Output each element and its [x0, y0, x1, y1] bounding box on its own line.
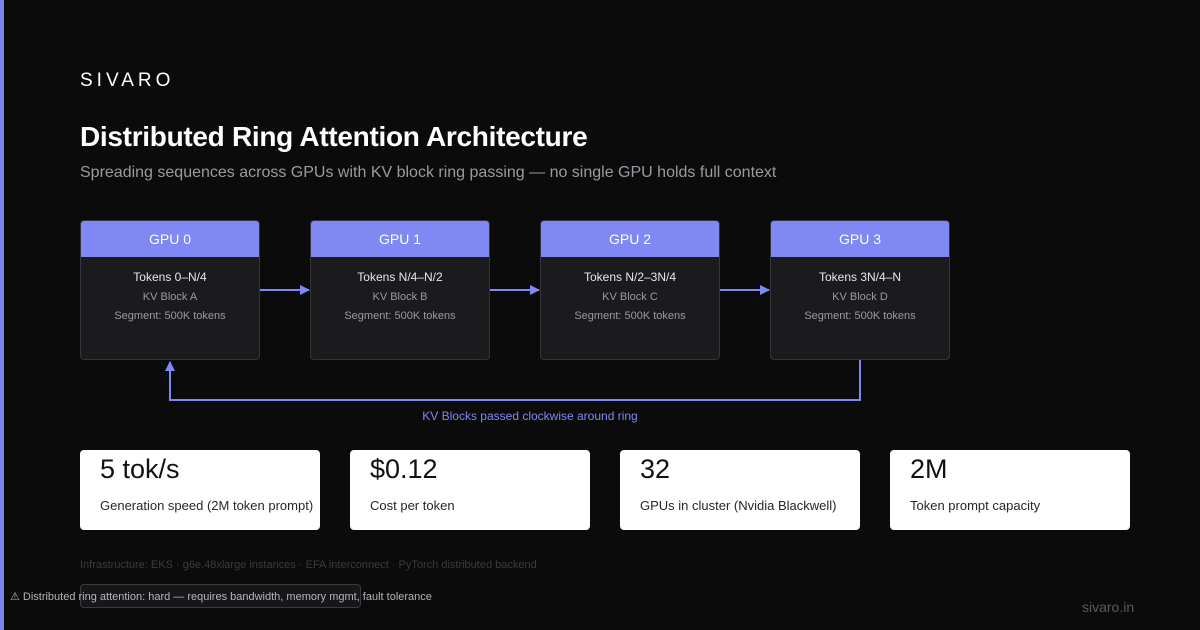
gpu-node-segment: Segment: 500K tokens [804, 310, 916, 322]
gpu-node-2: GPU 2 Tokens N/2–3N/4 KV Block C Segment… [540, 220, 720, 360]
stat-card-generation-speed: 5 tok/s Generation speed (2M token promp… [80, 450, 320, 530]
gpu-node-1: GPU 1 Tokens N/4–N/2 KV Block B Segment:… [310, 220, 490, 360]
ring-return-path [165, 360, 861, 401]
brand-logo: SIVARO [80, 70, 175, 91]
gpu-node-kv-block: KV Block D [832, 291, 888, 303]
stat-label: Token prompt capacity [910, 498, 1041, 513]
gpu-node-label: GPU 1 [311, 221, 489, 257]
gpu-node-kv-block: KV Block C [602, 291, 658, 303]
infrastructure-note: Infrastructure: EKS · g6e.48xlarge insta… [80, 559, 537, 571]
ring-caption: KV Blocks passed clockwise around ring [422, 409, 638, 423]
stat-label: Generation speed (2M token prompt) [100, 498, 314, 513]
warning-box [80, 584, 361, 608]
stat-value: 2M [910, 454, 948, 484]
stat-label: Cost per token [370, 498, 455, 513]
gpu-node-tokens: Tokens 3N/4–N [818, 270, 902, 284]
warning-note: ⚠ Distributed ring attention: hard — req… [10, 590, 432, 604]
gpu-node-tokens: Tokens 0–N/4 [133, 270, 207, 284]
stat-card-gpu-count: 32 GPUs in cluster (Nvidia Blackwell) [620, 450, 860, 530]
gpu-node-3: GPU 3 Tokens 3N/4–N KV Block D Segment: … [770, 220, 950, 360]
gpu-node-0: GPU 0 Tokens 0–N/4 KV Block A Segment: 5… [80, 220, 260, 360]
gpu-node-kv-block: KV Block B [372, 291, 428, 303]
left-accent-bar [0, 0, 4, 630]
stat-value: 32 [640, 454, 671, 484]
stat-card-cost-per-token: $0.12 Cost per token [350, 450, 590, 530]
stat-card-prompt-capacity: 2M Token prompt capacity [890, 450, 1130, 530]
gpu-node-segment: Segment: 500K tokens [114, 310, 226, 322]
gpu-node-segment: Segment: 500K tokens [574, 310, 686, 322]
gpu-node-tokens: Tokens N/4–N/2 [357, 270, 443, 284]
stat-value: $0.12 [370, 454, 438, 484]
gpu-node-tokens: Tokens N/2–3N/4 [583, 270, 677, 284]
gpu-node-label: GPU 2 [541, 221, 719, 257]
stat-value: 5 tok/s [100, 454, 180, 484]
gpu-node-label: GPU 3 [771, 221, 949, 257]
footer-url: sivaro.in [1082, 599, 1135, 615]
gpu-node-kv-block: KV Block A [142, 291, 198, 303]
warning-text: Distributed ring attention: hard — requi… [22, 590, 432, 603]
stat-label: GPUs in cluster (Nvidia Blackwell) [640, 498, 837, 513]
warning-icon: ⚠ [10, 591, 20, 603]
gpu-node-segment: Segment: 500K tokens [344, 310, 456, 322]
gpu-node-label: GPU 0 [81, 221, 259, 257]
page-title: Distributed Ring Attention Architecture [80, 121, 588, 152]
page-subtitle: Spreading sequences across GPUs with KV … [80, 164, 777, 181]
